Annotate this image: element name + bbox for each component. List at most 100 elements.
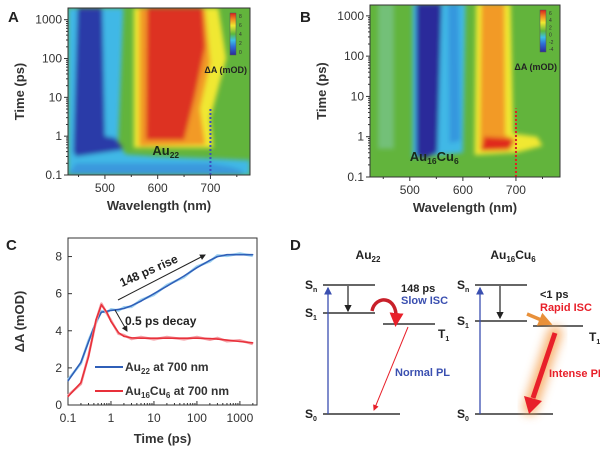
data-point bbox=[106, 311, 108, 313]
colorbar-tick-label: 4 bbox=[239, 32, 242, 38]
heatmap-image bbox=[68, 8, 250, 175]
legend-part: 6 bbox=[166, 391, 171, 400]
label-sn: Sn bbox=[457, 278, 469, 294]
plot-frame bbox=[369, 4, 561, 178]
legend-part: Cu bbox=[150, 384, 166, 398]
slow-isc-arrow bbox=[370, 298, 404, 327]
data-point bbox=[252, 254, 254, 256]
x-tick-label: 100 bbox=[187, 411, 207, 425]
legend-part: 22 bbox=[141, 367, 150, 376]
data-point bbox=[216, 255, 219, 258]
y-tick-label: 8 bbox=[55, 250, 62, 264]
level-index: 1 bbox=[313, 315, 317, 322]
label-s1: S1 bbox=[305, 306, 317, 322]
legend-label: Au22 at 700 nm bbox=[125, 360, 209, 376]
y-tick-label: 4 bbox=[55, 324, 62, 338]
sample-label-au16cu6: Au16Cu6 bbox=[410, 149, 459, 166]
sample-label-au22-part: Au bbox=[152, 143, 169, 158]
data-point bbox=[110, 320, 112, 323]
y-tick-label: 10 bbox=[49, 90, 63, 104]
data-point bbox=[123, 335, 125, 337]
series-fit-line-1 bbox=[67, 303, 253, 398]
data-point bbox=[140, 337, 142, 339]
x-tick-label: 10 bbox=[147, 411, 161, 425]
y-axis-label: ΔA (mOD) bbox=[12, 291, 27, 353]
label-part: Cu bbox=[437, 149, 454, 164]
data-point bbox=[140, 300, 142, 302]
data-point bbox=[87, 356, 90, 358]
heatmap-region bbox=[73, 8, 124, 157]
title-part: 16 bbox=[506, 255, 515, 264]
x-tick-label: 600 bbox=[148, 181, 168, 195]
intense-pl-arrowhead bbox=[524, 396, 542, 414]
label-part: 6 bbox=[454, 156, 459, 166]
x-tick-label: 500 bbox=[400, 183, 420, 197]
level-letter: S bbox=[305, 407, 313, 421]
data-point bbox=[239, 340, 241, 343]
level-letter: T bbox=[589, 330, 597, 344]
y-tick-label: 100 bbox=[42, 52, 62, 66]
diagram-title-au16cu6: Au16Cu6 bbox=[490, 248, 536, 264]
label-sn: Sn bbox=[305, 278, 317, 294]
x-tick-label: 600 bbox=[453, 183, 473, 197]
colorbar-label: ΔA (mOD) bbox=[514, 62, 557, 72]
colorbar-tick-label: 2 bbox=[239, 41, 242, 47]
heatmap-image bbox=[370, 5, 560, 177]
data-point bbox=[252, 342, 254, 344]
y-tick-label: 0.1 bbox=[45, 168, 62, 182]
colorbar-tick-label: 8 bbox=[239, 14, 242, 20]
label-t1: T1 bbox=[438, 327, 449, 343]
data-point bbox=[226, 254, 228, 256]
plot-frame bbox=[67, 7, 251, 176]
colorbar-tick-label: 2 bbox=[549, 25, 552, 31]
heatmap-region bbox=[68, 163, 243, 175]
isc-label: Slow ISC bbox=[401, 295, 448, 307]
x-tick-label: 700 bbox=[506, 183, 526, 197]
x-tick-label: 0.1 bbox=[60, 411, 77, 425]
panel-label-b: B bbox=[300, 9, 311, 26]
data-point bbox=[226, 339, 228, 341]
sample-label-au22: Au22 bbox=[152, 143, 179, 160]
level-letter: T bbox=[438, 327, 446, 341]
data-point bbox=[183, 337, 185, 339]
y-tick-label: 1 bbox=[357, 130, 364, 144]
heatmap-region bbox=[146, 8, 206, 140]
label-s1: S1 bbox=[457, 314, 469, 330]
title-part: Au bbox=[356, 248, 372, 262]
y-tick-label: 2 bbox=[55, 361, 62, 375]
level-index: n bbox=[465, 287, 469, 294]
legend-part: 16 bbox=[141, 391, 150, 400]
level-index: 1 bbox=[465, 323, 469, 330]
title-part: 6 bbox=[531, 255, 536, 264]
pl-label: Intense PL bbox=[549, 368, 600, 380]
data-point bbox=[117, 332, 120, 334]
colorbar-tick-label: -2 bbox=[549, 40, 554, 46]
data-point bbox=[166, 285, 168, 287]
data-point bbox=[196, 267, 198, 269]
panel-label-d: D bbox=[290, 237, 301, 254]
label-s0: S0 bbox=[457, 407, 469, 423]
plot-frame bbox=[67, 237, 258, 406]
y-tick-label: 6 bbox=[55, 287, 62, 301]
label-part: Au bbox=[410, 149, 427, 164]
legend-label: Au16Cu6 at 700 nm bbox=[125, 384, 229, 400]
kinetics-chart: 0 2 4 6 8 0.1 1 10 100 1000 Time (ps) ΔA (mOD) Au22 … bbox=[12, 237, 258, 446]
x-tick-label: 500 bbox=[95, 181, 115, 195]
level-letter: S bbox=[457, 314, 465, 328]
title-part: 22 bbox=[372, 255, 381, 264]
colorbar bbox=[229, 12, 237, 56]
data-point bbox=[196, 337, 198, 339]
data-point bbox=[87, 341, 90, 343]
data-point bbox=[80, 361, 82, 363]
x-tick-label: 1000 bbox=[227, 411, 254, 425]
pl-label: Normal PL bbox=[395, 367, 450, 379]
heatmap-region bbox=[378, 5, 394, 149]
colorbar-tick-label: 0 bbox=[549, 33, 552, 39]
title-part: Au bbox=[490, 248, 506, 262]
y-tick-label: 10 bbox=[351, 89, 365, 103]
title-part: Cu bbox=[515, 248, 531, 262]
colorbar bbox=[539, 9, 547, 53]
diagram-title-au22: Au22 bbox=[356, 248, 381, 264]
data-point bbox=[209, 337, 211, 340]
y-axis-label: Time (ps) bbox=[12, 63, 27, 121]
